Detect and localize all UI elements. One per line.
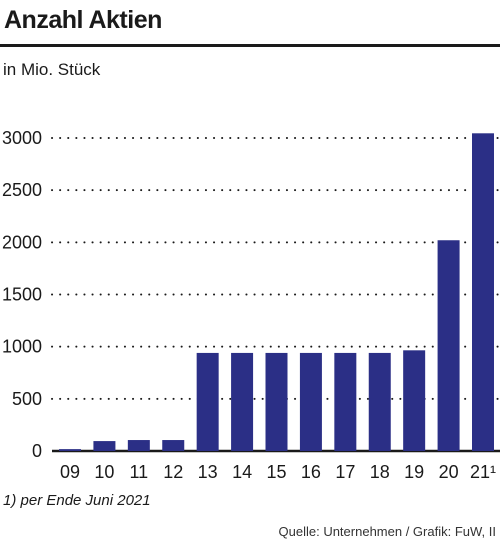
footnote: 1) per Ende Juni 2021 <box>3 492 151 509</box>
x-tick-label: 09 <box>60 462 80 482</box>
x-tick-label: 12 <box>163 462 183 482</box>
y-tick-label: 2500 <box>2 180 42 200</box>
bar <box>162 440 185 451</box>
bar <box>265 352 288 451</box>
bar <box>59 449 81 451</box>
y-tick-label: 0 <box>32 441 42 461</box>
y-tick-label: 1000 <box>2 337 42 357</box>
x-tick-label: 21¹ <box>470 462 496 482</box>
y-tick-label: 1500 <box>2 285 42 305</box>
source-credit: Quelle: Unternehmen / Grafik: FuW, II <box>278 524 496 539</box>
bar <box>127 440 150 451</box>
bar <box>437 240 460 451</box>
bar <box>299 352 322 451</box>
bar <box>472 133 494 451</box>
bar <box>231 352 254 451</box>
x-tick-label: 13 <box>198 462 218 482</box>
x-tick-label: 16 <box>301 462 321 482</box>
chart-title: Anzahl Aktien <box>4 6 162 34</box>
bar <box>196 352 219 451</box>
bar-chart: 0 500 1000 1500 2000 2500 3000 09 10 11 12 13 14 15 16… <box>2 128 500 482</box>
y-tick-label: 3000 <box>2 128 42 148</box>
title-rule <box>0 44 500 47</box>
bar <box>368 352 391 451</box>
bar <box>93 441 116 451</box>
y-tick-label: 2000 <box>2 232 42 252</box>
x-tick-label: 20 <box>439 462 459 482</box>
x-tick-label: 17 <box>335 462 355 482</box>
bar <box>403 350 426 451</box>
y-tick-label: 500 <box>12 389 42 409</box>
x-tick-label: 18 <box>370 462 390 482</box>
x-tick-label: 14 <box>232 462 252 482</box>
x-tick-label: 19 <box>404 462 424 482</box>
x-tick-label: 10 <box>94 462 114 482</box>
bar <box>334 352 357 451</box>
x-tick-label: 11 <box>129 462 148 482</box>
unit-label: in Mio. Stück <box>3 60 101 79</box>
x-tick-label: 15 <box>266 462 286 482</box>
